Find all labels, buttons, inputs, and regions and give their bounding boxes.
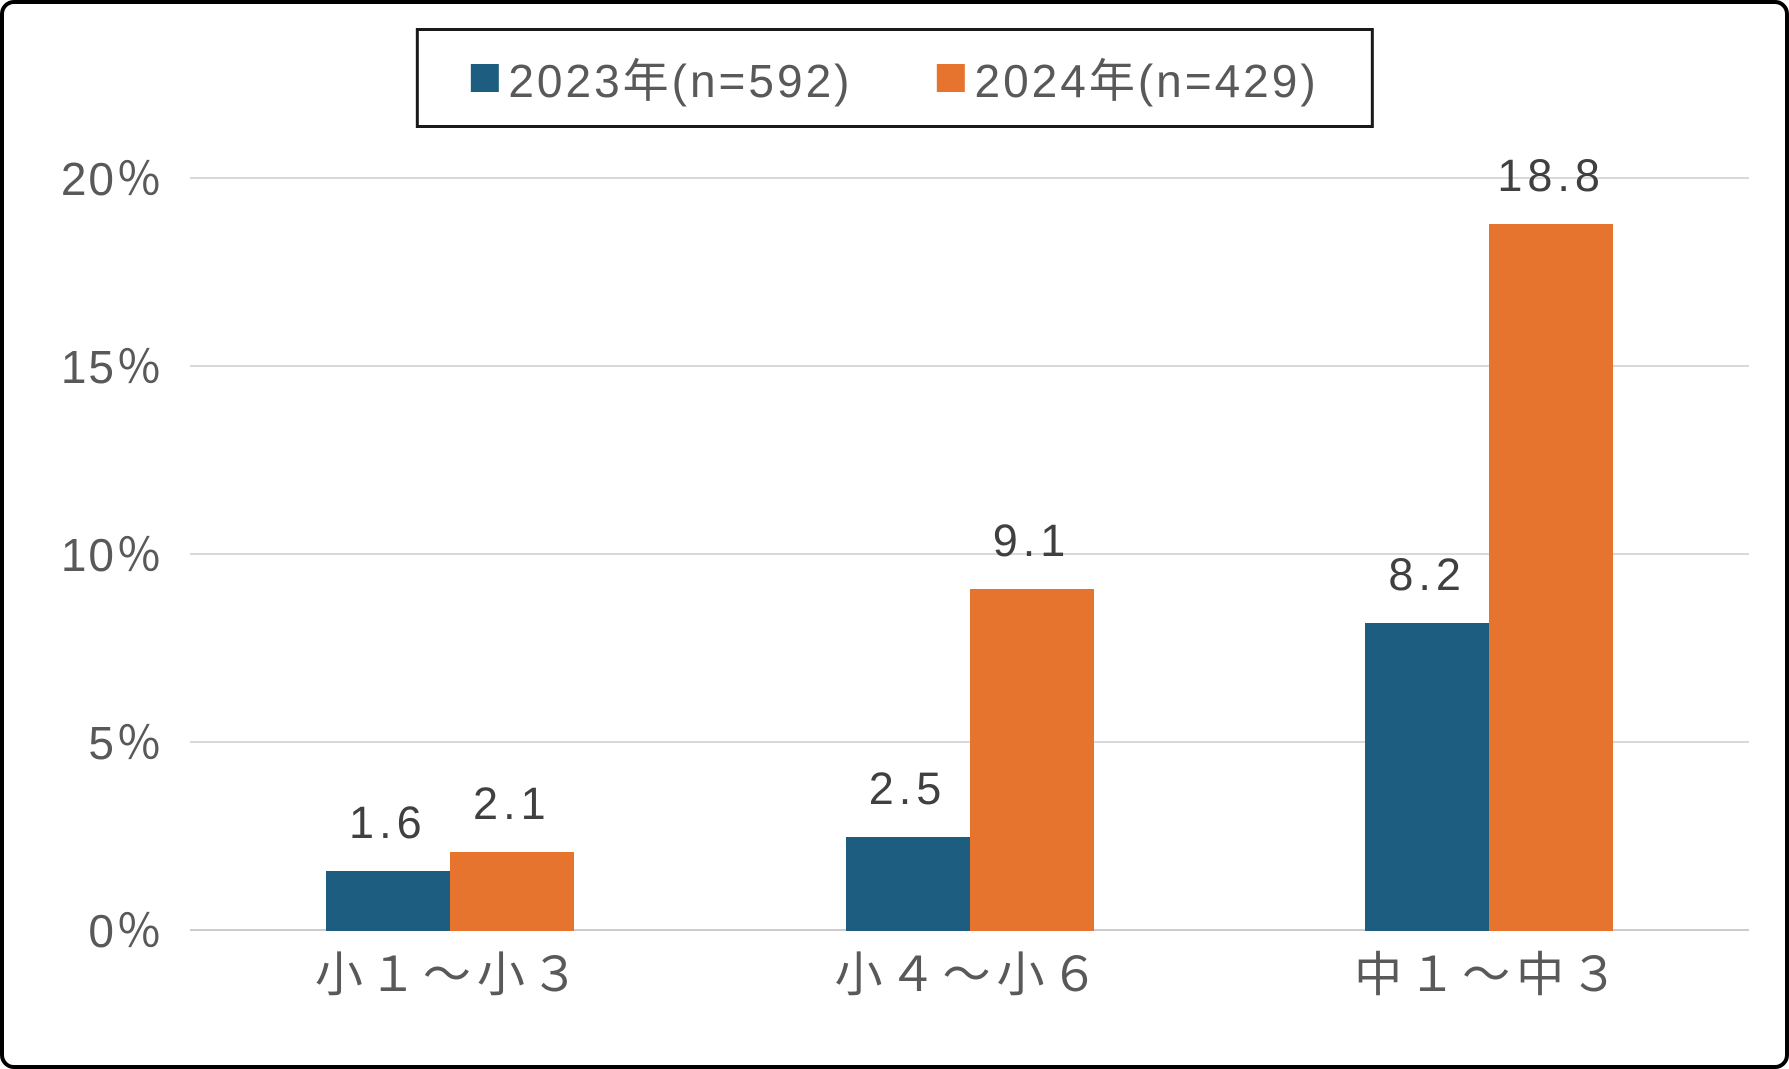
bar-group-1: 1.6 2.1 — [190, 179, 710, 931]
bar-2024-group1: 2.1 — [449, 781, 574, 931]
bar-groups: 1.6 2.1 2.5 9.1 — [190, 153, 1749, 931]
bar-value-label: 2.1 — [473, 778, 551, 830]
x-label-group2: 小４〜小６ — [834, 949, 1105, 1002]
x-label-group1: 小１〜小３ — [314, 949, 585, 1002]
bar-group-2: 2.5 9.1 — [710, 179, 1230, 931]
bar-value-label: 9.1 — [992, 514, 1071, 566]
bar-fill — [449, 852, 574, 931]
y-tick-5: 5％ — [88, 717, 164, 769]
bar-fill — [969, 588, 1094, 931]
bar-fill — [1365, 622, 1490, 931]
legend-label-2023: 2023年(n=592) — [508, 55, 853, 107]
y-tick-10: 10％ — [60, 529, 164, 581]
legend-item-2023: 2023年(n=592) — [470, 45, 852, 111]
bar-2023-group1: 1.6 — [325, 800, 450, 931]
plot-area: 1.6 2.1 2.5 9.1 — [190, 153, 1749, 931]
x-label-group3: 中１〜中３ — [1354, 949, 1625, 1002]
y-tick-20: 20％ — [60, 153, 164, 205]
bar-value-label: 18.8 — [1497, 150, 1605, 202]
legend: 2023年(n=592) 2024年(n=429) — [415, 28, 1374, 128]
legend-item-2024: 2024年(n=429) — [936, 45, 1319, 111]
bar-2024-group2: 9.1 — [969, 518, 1094, 931]
bar-value-label: 1.6 — [349, 796, 427, 848]
bar-value-label: 2.5 — [868, 763, 947, 814]
gridline-20 — [190, 177, 1749, 179]
bar-2023-group2: 2.5 — [845, 766, 970, 931]
bar-fill — [325, 870, 450, 931]
bar-value-label: 8.2 — [1388, 548, 1466, 600]
y-tick-0: 0％ — [88, 905, 164, 957]
x-axis: 小１〜小３ 小４〜小６ 中１〜中３ — [190, 952, 1749, 1000]
legend-label-2024: 2024年(n=429) — [974, 55, 1319, 107]
gridline-10 — [190, 553, 1749, 555]
bar-2024-group3: 18.8 — [1489, 153, 1614, 931]
bar-fill — [1489, 224, 1614, 931]
bar-2023-group3: 8.2 — [1365, 552, 1490, 931]
legend-swatch-2023-icon — [470, 64, 499, 92]
legend-swatch-2024-icon — [936, 64, 965, 92]
gridline-15 — [190, 365, 1749, 367]
y-tick-15: 15％ — [60, 341, 164, 393]
bar-group-3: 8.2 18.8 — [1229, 153, 1749, 931]
bar-fill — [845, 837, 970, 931]
y-axis: 0％ 5％ 10％ 15％ 20％ — [29, 156, 164, 954]
